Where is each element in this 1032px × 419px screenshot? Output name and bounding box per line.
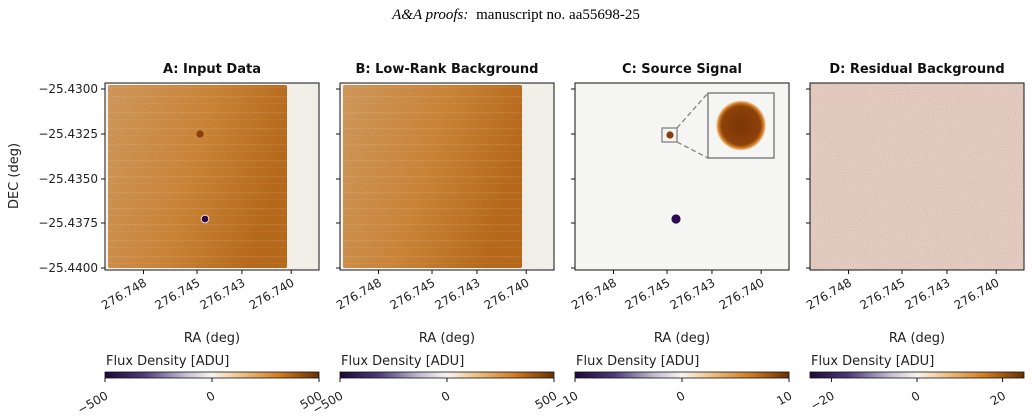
- bright-source: [196, 130, 204, 138]
- colorbar-tick-label: −500: [75, 388, 111, 417]
- x-tick-label: 276.745: [153, 275, 203, 312]
- panel-1: A: Input Data −25.4300 −25.4325 −25.4350 −25…: [7, 62, 325, 417]
- x-tick-label: 276.743: [902, 275, 952, 312]
- panel-title: B: Low-Rank Background: [356, 62, 539, 77]
- colorbar-tick-label: 0: [204, 388, 218, 404]
- axes-frame: [574, 82, 790, 271]
- y-tick-label: −25.4400: [38, 261, 98, 275]
- dark-source: [201, 215, 209, 223]
- x-tick-label: 276.745: [858, 275, 908, 312]
- x-tick-label: 276.743: [197, 275, 247, 312]
- y-tick-label: −25.4375: [38, 216, 98, 230]
- x-tick-label: 276.740: [247, 275, 297, 312]
- panel-title: C: Source Signal: [622, 62, 742, 77]
- colorbar: [574, 371, 790, 379]
- zoom-source: [716, 100, 766, 151]
- dark-source-ring: [200, 214, 210, 224]
- panel-title: A: Input Data: [163, 62, 261, 77]
- colorbar-tick-label: 0: [909, 388, 923, 404]
- colorbar-tick-label: 20: [988, 388, 1008, 408]
- colorbar-label: Flux Density [ADU]: [106, 354, 229, 369]
- x-tick-label: 276.748: [99, 275, 149, 312]
- x-tick-label: 276.743: [432, 275, 482, 312]
- x-tick-label: 276.745: [388, 275, 438, 312]
- y-tick-label: −25.4300: [38, 82, 98, 96]
- colorbar: [104, 371, 320, 379]
- x-tick-label: 276.740: [482, 275, 532, 312]
- y-axis-label: DEC (deg): [7, 143, 22, 209]
- x-tick-label: 276.740: [717, 275, 767, 312]
- colorbar: [809, 371, 1025, 379]
- pixel-noise: [343, 85, 522, 268]
- x-axis-label: RA (deg): [889, 331, 945, 346]
- y-tick-label: −25.4325: [38, 127, 98, 141]
- x-axis-label: RA (deg): [419, 331, 475, 346]
- colorbar-tick-label: 0: [674, 388, 688, 404]
- x-tick-label: 276.748: [334, 275, 384, 312]
- edge-strip: [522, 83, 554, 270]
- x-axis-label: RA (deg): [654, 331, 710, 346]
- zoom-connector-bottom: [676, 141, 709, 159]
- residual-noise: [810, 83, 1024, 270]
- x-tick-label: 276.743: [667, 275, 717, 312]
- colorbar: [339, 371, 555, 379]
- x-tick-label: 276.740: [952, 275, 1002, 312]
- colorbar-tick-label: −20: [808, 388, 837, 413]
- header-rest: manuscript no. aa55698-25: [476, 7, 640, 23]
- colorbar-label: Flux Density [ADU]: [576, 354, 699, 369]
- edge-strip: [287, 83, 319, 270]
- axes-frame: [104, 82, 320, 271]
- axes-frame: [339, 82, 555, 271]
- colorbar-tick-label: 0: [439, 388, 453, 404]
- y-tick-label: −25.4350: [38, 172, 98, 186]
- panel-title: D: Residual Background: [829, 62, 1004, 77]
- dark-source: [671, 214, 681, 224]
- header-italic: A&A proofs:: [391, 7, 468, 23]
- colorbar-tick-label: −10: [552, 388, 581, 413]
- x-tick-label: 276.748: [804, 275, 854, 312]
- x-tick-label: 276.745: [623, 275, 673, 312]
- colorbar-tick-label: 10: [774, 388, 794, 408]
- pixel-noise: [108, 85, 287, 268]
- bright-source: [666, 131, 674, 139]
- colorbar-label: Flux Density [ADU]: [341, 354, 464, 369]
- x-axis-label: RA (deg): [184, 331, 240, 346]
- axes-frame: [809, 82, 1025, 271]
- x-tick-label: 276.748: [569, 275, 619, 312]
- zoom-box: [661, 127, 678, 143]
- colorbar-label: Flux Density [ADU]: [811, 354, 934, 369]
- svg-text:A&A proofs: manuscript no.: A&A proofs: manuscript no. aa55698-25: [391, 7, 640, 23]
